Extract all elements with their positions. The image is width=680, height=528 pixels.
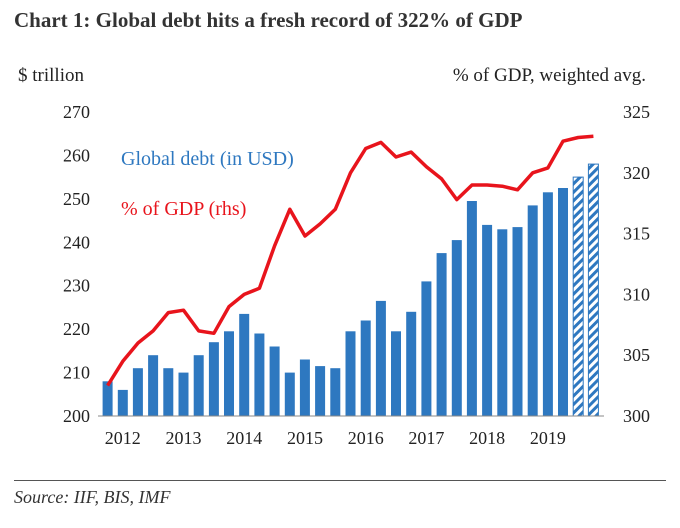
debt-bar <box>558 188 568 416</box>
chart-title: Chart 1: Global debt hits a fresh record… <box>14 8 523 32</box>
left-tick-label: 240 <box>63 232 90 252</box>
debt-bar <box>330 368 341 416</box>
right-tick-label: 320 <box>623 163 650 183</box>
debt-bar <box>117 389 128 416</box>
debt-bar <box>527 205 538 416</box>
left-tick-label: 230 <box>63 276 90 296</box>
left-axis-ticks: 200 210 220 230 240 250 260 270 <box>63 102 90 426</box>
debt-bar <box>315 366 326 416</box>
debt-bar <box>299 359 310 416</box>
x-tick-label: 2019 <box>530 428 566 448</box>
left-tick-label: 200 <box>63 406 90 426</box>
x-tick-label: 2012 <box>105 428 141 448</box>
debt-bar <box>224 331 234 416</box>
left-tick-label: 270 <box>63 102 90 122</box>
right-tick-label: 310 <box>623 284 650 304</box>
x-axis-ticks: 2012 2013 2014 2015 2016 2017 2018 2019 <box>105 428 566 448</box>
debt-bar <box>587 163 599 417</box>
debt-bar <box>148 355 159 416</box>
debt-bar <box>497 229 508 416</box>
debt-bar <box>375 300 386 416</box>
debt-bar <box>269 346 280 416</box>
debt-bar <box>391 331 401 416</box>
right-tick-label: 305 <box>623 345 650 365</box>
debt-bar <box>254 333 265 416</box>
debt-bar <box>542 192 553 416</box>
debt-bar <box>239 313 250 416</box>
right-tick-label: 325 <box>623 102 650 122</box>
debt-bar <box>451 240 462 416</box>
legend-pct-gdp: % of GDP (rhs) <box>121 198 246 220</box>
debt-bar <box>284 372 295 416</box>
x-tick-label: 2013 <box>166 428 202 448</box>
debt-bar <box>360 320 371 416</box>
pct-gdp-line <box>106 134 594 387</box>
legend-global-debt: Global debt (in USD) <box>121 148 294 170</box>
x-tick-label: 2015 <box>287 428 323 448</box>
left-tick-label: 250 <box>63 189 90 209</box>
left-axis-label: $ trillion <box>18 65 84 86</box>
x-tick-label: 2018 <box>469 428 505 448</box>
x-tick-label: 2016 <box>348 428 384 448</box>
debt-bar <box>102 381 113 416</box>
debt-bar <box>572 176 584 417</box>
debt-bar <box>421 281 432 416</box>
debt-bar <box>482 224 493 416</box>
debt-bar <box>345 331 356 416</box>
x-tick-label: 2014 <box>226 428 262 448</box>
right-axis-label: % of GDP, weighted avg. <box>453 65 646 86</box>
left-tick-label: 220 <box>63 319 90 339</box>
debt-bar <box>178 372 189 416</box>
chart: $ trillion % of GDP, weighted avg. 200 21… <box>18 65 650 448</box>
debt-bar <box>466 201 477 416</box>
line-series <box>106 134 594 387</box>
debt-bar <box>193 355 204 416</box>
debt-bar <box>512 227 523 416</box>
debt-bar <box>163 368 174 416</box>
debt-bar <box>406 311 417 416</box>
bar-series <box>102 163 599 417</box>
right-tick-label: 315 <box>623 224 650 244</box>
source-note: Source: IIF, BIS, IMF <box>14 487 171 507</box>
source-divider <box>14 480 666 481</box>
right-axis-ticks: 300 305 310 315 320 325 <box>623 102 650 426</box>
debt-bar <box>208 342 219 416</box>
debt-bar <box>132 368 143 416</box>
right-tick-label: 300 <box>623 406 650 426</box>
left-tick-label: 210 <box>63 363 90 383</box>
debt-bar <box>436 253 447 416</box>
left-tick-label: 260 <box>63 145 90 165</box>
x-tick-label: 2017 <box>408 428 444 448</box>
